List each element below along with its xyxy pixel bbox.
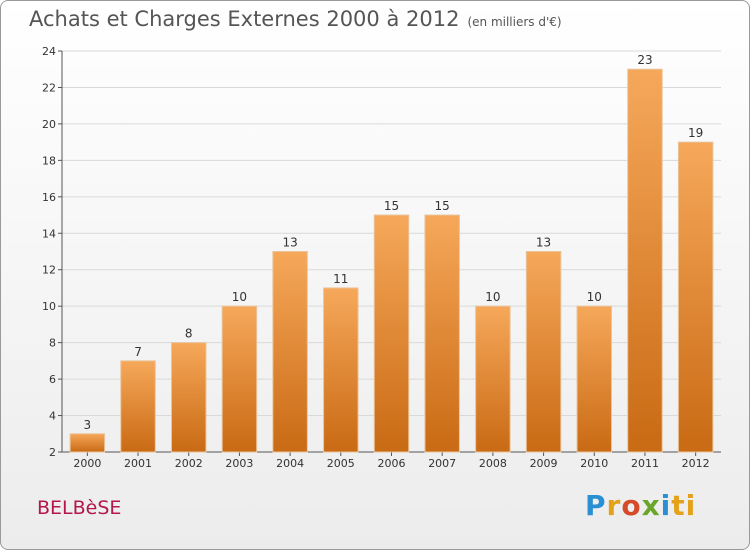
y-tick-label: 20 [42,118,56,131]
bar [475,305,511,453]
logo-letter: x [641,489,661,522]
y-tick-label: 24 [42,45,56,58]
bar-value-label: 15 [384,199,399,213]
place-name: BELBèSE [37,497,122,519]
y-tick-label: 4 [49,410,56,423]
y-tick-label: 12 [42,264,56,277]
logo-letter: i [660,489,672,522]
bar-value-label: 15 [435,199,450,213]
proxiti-logo: Proxiti [585,489,696,522]
bar-value-label: 3 [84,418,92,432]
bar-value-label: 13 [536,236,551,250]
bar [69,433,106,453]
y-tick-label: 14 [42,227,56,240]
bar-value-label: 19 [688,126,703,140]
labels: 2468101214161820222432000720018200210200… [42,45,710,470]
bar [323,287,359,453]
x-tick-label: 2001 [124,457,152,470]
y-tick-label: 18 [42,154,56,167]
bar-value-label: 23 [637,53,652,67]
chart-subtitle: (en milliers d'€) [467,15,562,29]
y-tick-label: 22 [42,81,56,94]
bar-value-label: 8 [185,327,193,341]
x-tick-label: 2009 [530,457,558,470]
y-tick-label: 2 [49,446,56,459]
bar [170,342,207,453]
x-tick-label: 2000 [73,457,101,470]
bar-value-label: 13 [282,236,297,250]
x-tick-label: 2003 [225,457,253,470]
x-tick-label: 2012 [682,457,710,470]
bar [120,360,156,453]
x-tick-label: 2004 [276,457,304,470]
x-tick-label: 2011 [631,457,659,470]
logo-letter: r [606,489,622,522]
x-tick-label: 2010 [580,457,608,470]
bar-value-label: 7 [134,345,142,359]
x-tick-label: 2005 [327,457,355,470]
y-tick-label: 10 [42,300,56,313]
bar-value-label: 10 [587,290,602,304]
bar-value-label: 10 [232,290,247,304]
logo-letter: P [585,489,607,522]
bar [525,251,562,453]
bar [373,214,410,453]
x-tick-label: 2006 [378,457,406,470]
y-tick-label: 6 [49,373,56,386]
logo-letter: o [621,489,642,522]
bar [677,141,714,453]
bar [221,305,258,453]
bar [424,214,460,453]
chart-title-text: Achats et Charges Externes 2000 à 2012 [29,7,460,31]
bar [627,68,663,453]
x-tick-label: 2008 [479,457,507,470]
bar [272,251,308,453]
x-tick-label: 2007 [428,457,456,470]
y-tick-label: 8 [49,337,56,350]
chart-title: Achats et Charges Externes 2000 à 2012 (e… [29,7,562,31]
bars [69,68,714,453]
y-tick-label: 16 [42,191,56,204]
logo-letter: ti [671,489,697,522]
bar-value-label: 10 [485,290,500,304]
bar [576,305,613,453]
x-tick-label: 2002 [175,457,203,470]
bar-value-label: 11 [333,272,348,286]
